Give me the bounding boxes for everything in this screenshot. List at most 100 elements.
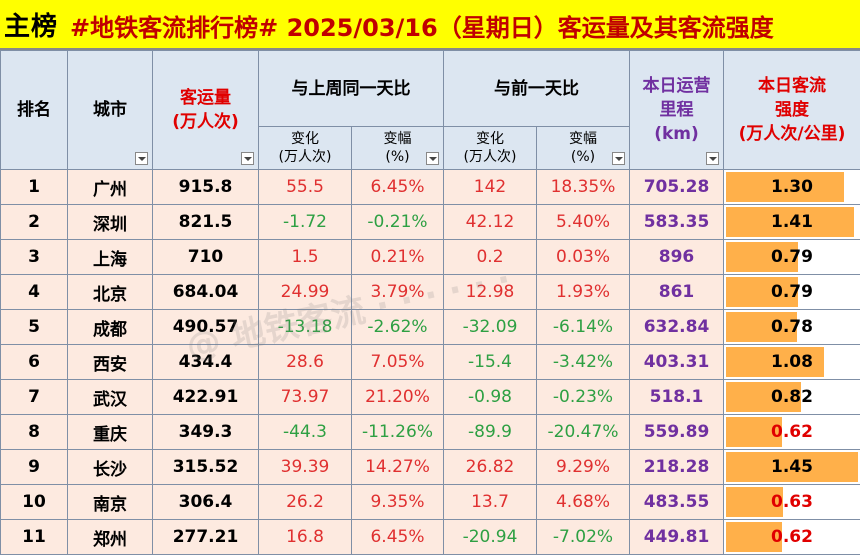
cell-volume: 821.5 — [153, 205, 259, 240]
cell-city: 武汉 — [68, 380, 153, 415]
cell-week-change: 55.5 — [259, 170, 352, 205]
cell-intensity: 1.41 — [724, 205, 860, 240]
cell-day-ratio: -7.02% — [537, 520, 630, 555]
cell-day-ratio: 4.68% — [537, 485, 630, 520]
cell-intensity: 0.78 — [724, 310, 860, 345]
cell-day-change: -0.98 — [444, 380, 537, 415]
header-mileage[interactable]: 本日运营 里程 (km) — [630, 51, 724, 170]
cell-week-ratio: -0.21% — [352, 205, 444, 240]
title-bar: 主榜 #地铁客流排行榜# 2025/03/16（星期日）客运量及其客流强度 — [0, 0, 860, 50]
cell-week-change: 16.8 — [259, 520, 352, 555]
cell-day-ratio: -3.42% — [537, 345, 630, 380]
cell-day-change: 13.7 — [444, 485, 537, 520]
filter-dropdown-icon[interactable] — [612, 152, 625, 165]
cell-day-ratio: 0.03% — [537, 240, 630, 275]
header-week-ratio[interactable]: 变幅 (%) — [352, 127, 444, 170]
cell-city: 广州 — [68, 170, 153, 205]
cell-intensity: 0.62 — [724, 415, 860, 450]
cell-day-ratio: -20.47% — [537, 415, 630, 450]
cell-week-ratio: -11.26% — [352, 415, 444, 450]
cell-intensity: 1.08 — [724, 345, 860, 380]
intensity-value: 1.08 — [771, 352, 813, 372]
filter-dropdown-icon[interactable] — [135, 152, 148, 165]
cell-city: 上海 — [68, 240, 153, 275]
cell-rank: 9 — [1, 450, 68, 485]
title-tag: 主榜 — [4, 6, 58, 43]
header-week-compare: 与上周同一天比 — [259, 51, 444, 127]
ranking-table: 排名 城市 客运量 (万人次) 与上周同一天比 与前一天比 本日运营 里程 (k… — [0, 50, 860, 555]
cell-week-ratio: 6.45% — [352, 520, 444, 555]
cell-mileage: 583.35 — [630, 205, 724, 240]
cell-week-change: 24.99 — [259, 275, 352, 310]
cell-day-ratio: 1.93% — [537, 275, 630, 310]
cell-volume: 422.91 — [153, 380, 259, 415]
filter-dropdown-icon[interactable] — [426, 152, 439, 165]
cell-week-ratio: 0.21% — [352, 240, 444, 275]
cell-intensity: 0.63 — [724, 485, 860, 520]
cell-week-ratio: 14.27% — [352, 450, 444, 485]
header-day-ratio[interactable]: 变幅 (%) — [537, 127, 630, 170]
cell-day-change: -32.09 — [444, 310, 537, 345]
cell-week-ratio: 21.20% — [352, 380, 444, 415]
intensity-value: 0.62 — [771, 422, 813, 442]
cell-mileage: 449.81 — [630, 520, 724, 555]
cell-rank: 7 — [1, 380, 68, 415]
cell-week-ratio: 7.05% — [352, 345, 444, 380]
cell-city: 西安 — [68, 345, 153, 380]
intensity-value: 0.63 — [771, 492, 813, 512]
cell-week-change: 39.39 — [259, 450, 352, 485]
cell-week-change: -44.3 — [259, 415, 352, 450]
cell-day-ratio: 18.35% — [537, 170, 630, 205]
filter-dropdown-icon[interactable] — [706, 152, 719, 165]
cell-city: 长沙 — [68, 450, 153, 485]
header-week-change[interactable]: 变化 (万人次) — [259, 127, 352, 170]
header-rank[interactable]: 排名 — [1, 51, 68, 170]
cell-week-change: 26.2 — [259, 485, 352, 520]
cell-city: 成都 — [68, 310, 153, 345]
cell-intensity: 0.79 — [724, 240, 860, 275]
cell-mileage: 559.89 — [630, 415, 724, 450]
cell-week-change: -1.72 — [259, 205, 352, 240]
cell-week-change: 73.97 — [259, 380, 352, 415]
intensity-value: 0.78 — [771, 317, 813, 337]
cell-intensity: 0.82 — [724, 380, 860, 415]
cell-volume: 710 — [153, 240, 259, 275]
cell-day-ratio: -6.14% — [537, 310, 630, 345]
cell-day-ratio: 9.29% — [537, 450, 630, 485]
filter-dropdown-icon[interactable] — [241, 152, 254, 165]
cell-volume: 434.4 — [153, 345, 259, 380]
cell-mileage: 632.84 — [630, 310, 724, 345]
cell-mileage: 518.1 — [630, 380, 724, 415]
cell-mileage: 896 — [630, 240, 724, 275]
intensity-value: 1.30 — [771, 177, 813, 197]
cell-intensity: 0.62 — [724, 520, 860, 555]
cell-day-change: -89.9 — [444, 415, 537, 450]
cell-rank: 1 — [1, 170, 68, 205]
cell-rank: 10 — [1, 485, 68, 520]
cell-week-change: 1.5 — [259, 240, 352, 275]
intensity-value: 0.62 — [771, 527, 813, 547]
intensity-value: 1.45 — [771, 457, 813, 477]
header-day-change[interactable]: 变化 (万人次) — [444, 127, 537, 170]
cell-city: 郑州 — [68, 520, 153, 555]
header-day-compare: 与前一天比 — [444, 51, 630, 127]
header-city[interactable]: 城市 — [68, 51, 153, 170]
cell-day-change: 12.98 — [444, 275, 537, 310]
cell-rank: 3 — [1, 240, 68, 275]
cell-city: 重庆 — [68, 415, 153, 450]
cell-day-change: 42.12 — [444, 205, 537, 240]
cell-day-change: -15.4 — [444, 345, 537, 380]
intensity-value: 0.79 — [771, 247, 813, 267]
header-intensity[interactable]: 本日客流 强度 (万人次/公里) — [724, 51, 860, 170]
header-volume[interactable]: 客运量 (万人次) — [153, 51, 259, 170]
cell-mileage: 218.28 — [630, 450, 724, 485]
cell-rank: 6 — [1, 345, 68, 380]
cell-week-change: 28.6 — [259, 345, 352, 380]
